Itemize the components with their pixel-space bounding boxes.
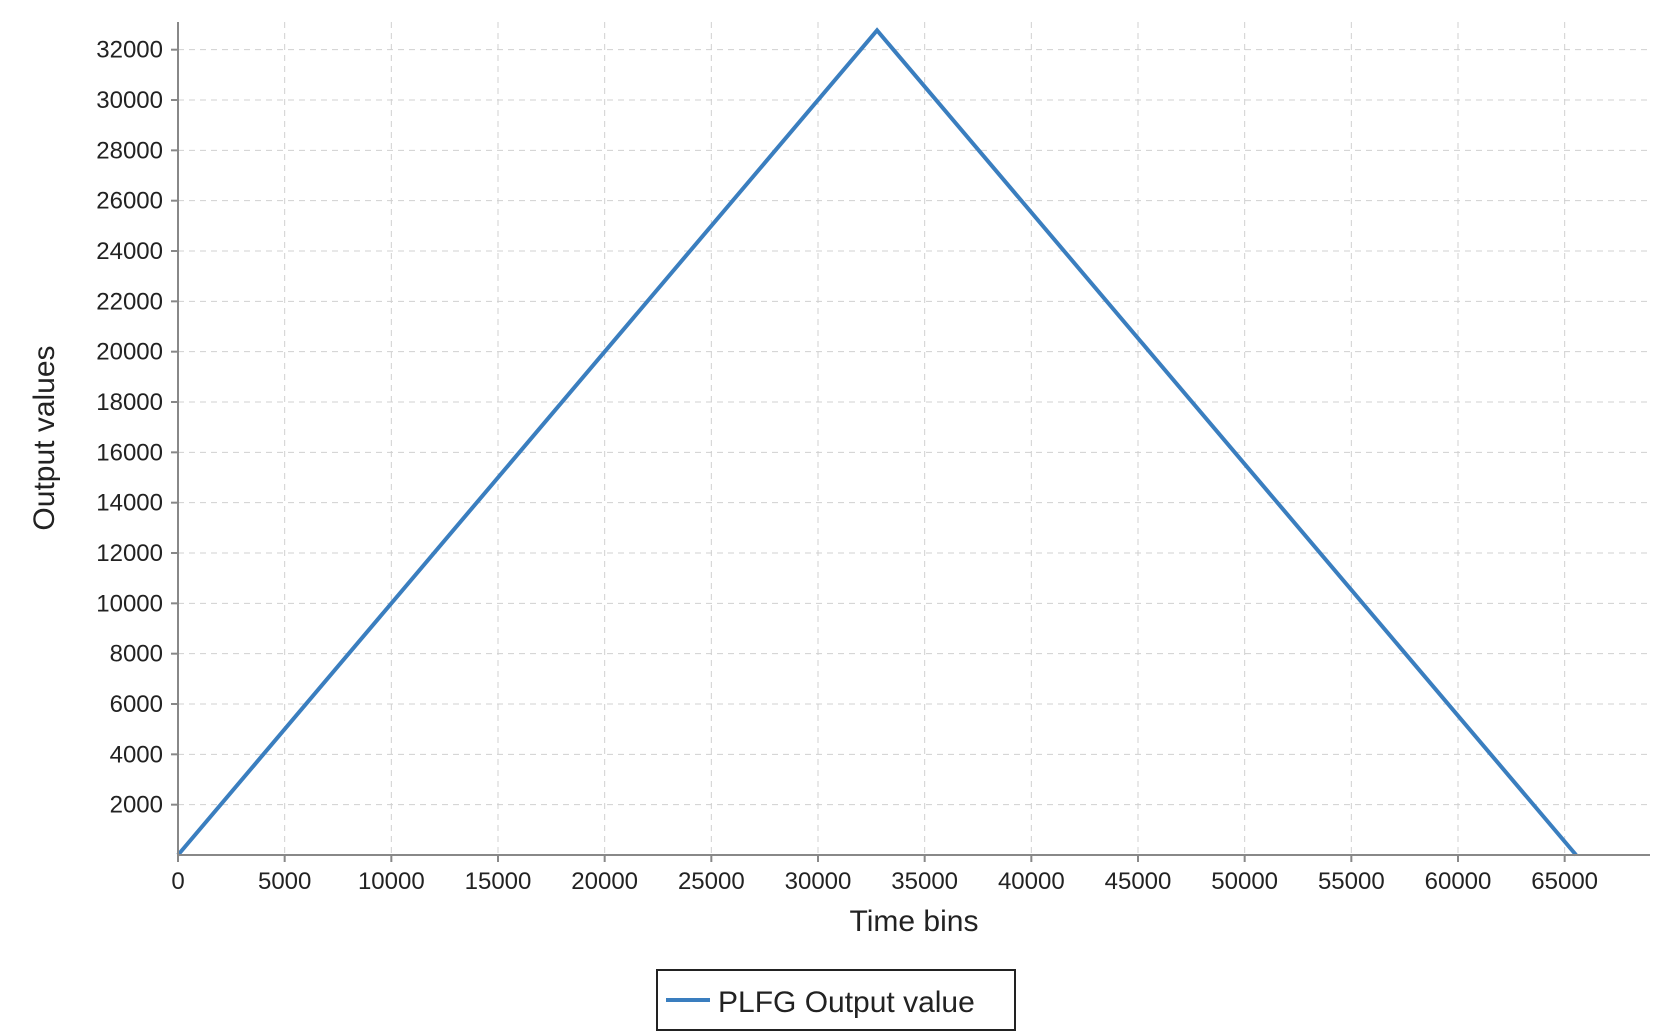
y-tick-label: 18000: [96, 389, 163, 416]
y-tick-label: 26000: [96, 188, 163, 215]
y-tick-label: 20000: [96, 339, 163, 366]
x-tick-label: 25000: [678, 868, 745, 895]
y-tick-label: 8000: [110, 641, 163, 668]
x-tick-label: 35000: [891, 868, 958, 895]
x-tick-label: 40000: [998, 868, 1065, 895]
x-tick-label: 10000: [358, 868, 425, 895]
x-tick-label: 60000: [1425, 868, 1492, 895]
x-tick-label: 5000: [258, 868, 311, 895]
y-tick-label: 24000: [96, 238, 163, 265]
x-ticks: 0 5000 10000 15000 20000 25000 30000 35000 40000…: [171, 855, 1598, 895]
y-tick-label: 14000: [96, 490, 163, 517]
x-tick-label: 15000: [465, 868, 532, 895]
y-tick-label: 32000: [96, 37, 163, 64]
axes: [177, 22, 1650, 856]
x-axis-title: Time bins: [850, 905, 979, 938]
y-tick-label: 2000: [110, 792, 163, 819]
grid: [178, 22, 1650, 855]
x-tick-label: 50000: [1211, 868, 1278, 895]
x-tick-label: 0: [171, 868, 184, 895]
x-tick-label: 55000: [1318, 868, 1385, 895]
y-ticks: 2000 4000 6000 8000 10000 12000 14000 16000 1800…: [96, 37, 178, 819]
y-tick-label: 4000: [110, 741, 163, 768]
x-tick-label: 20000: [571, 868, 638, 895]
series-line-plfg-output-value: [176, 27, 1578, 857]
y-tick-label: 12000: [96, 540, 163, 567]
y-axis-title: Output values: [28, 345, 61, 530]
legend: PLFG Output value: [656, 969, 1016, 1031]
legend-label-plfg-output-value: PLFG Output value: [718, 986, 975, 1019]
x-tick-label: 30000: [785, 868, 852, 895]
x-tick-label: 65000: [1531, 868, 1598, 895]
y-tick-label: 22000: [96, 288, 163, 315]
y-tick-label: 30000: [96, 87, 163, 114]
y-tick-label: 10000: [96, 590, 163, 617]
legend-box: [656, 969, 1016, 1031]
y-tick-label: 16000: [96, 439, 163, 466]
x-tick-label: 45000: [1105, 868, 1172, 895]
y-tick-label: 28000: [96, 137, 163, 164]
y-tick-label: 6000: [110, 691, 163, 718]
series-layer: [176, 27, 1578, 857]
